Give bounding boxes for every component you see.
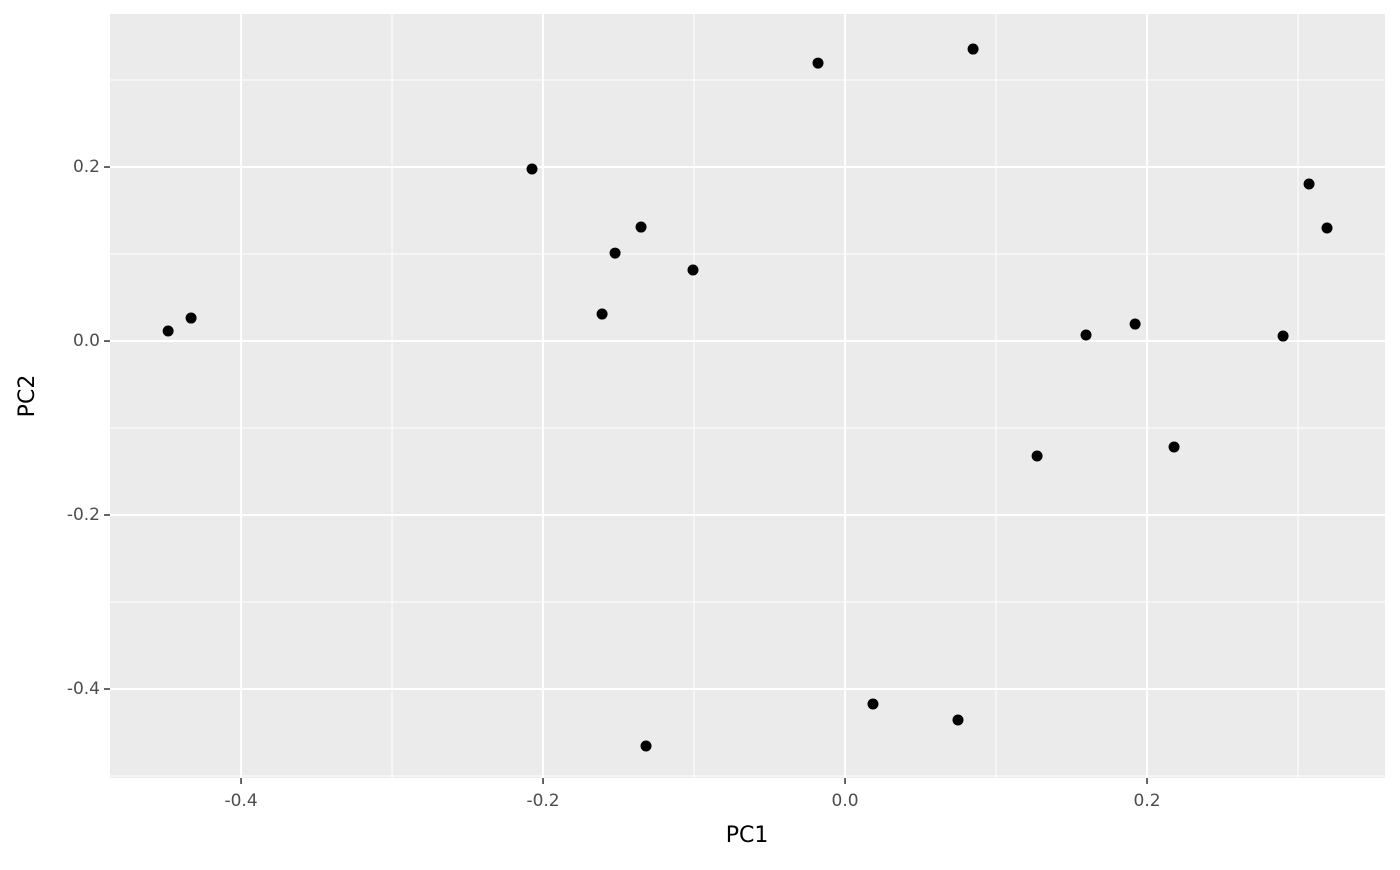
y-tick-label: -0.4 bbox=[67, 679, 100, 699]
point bbox=[967, 43, 979, 55]
x-tick-label: 0.2 bbox=[1134, 791, 1161, 811]
point bbox=[596, 308, 608, 320]
y-tick-label: 0.2 bbox=[73, 157, 100, 177]
grid bbox=[110, 14, 1385, 778]
point bbox=[635, 221, 647, 233]
point bbox=[867, 698, 879, 710]
x-tick-label: -0.4 bbox=[224, 791, 257, 811]
point bbox=[609, 247, 621, 259]
point bbox=[640, 740, 652, 752]
x-tick-label: -0.2 bbox=[526, 791, 559, 811]
point bbox=[1080, 329, 1092, 341]
point bbox=[1321, 222, 1333, 234]
point bbox=[1277, 330, 1289, 342]
y-tick-label: -0.2 bbox=[67, 505, 100, 525]
point bbox=[1303, 178, 1315, 190]
point bbox=[1168, 441, 1180, 453]
point bbox=[952, 714, 964, 726]
x-axis-title: PC1 bbox=[726, 823, 769, 848]
panel bbox=[110, 14, 1385, 778]
point bbox=[1129, 318, 1141, 330]
point bbox=[162, 325, 174, 337]
x-tick-label: 0.0 bbox=[832, 791, 859, 811]
point bbox=[526, 163, 538, 175]
y-axis-title: PC2 bbox=[15, 375, 40, 418]
point bbox=[687, 264, 699, 276]
point bbox=[185, 312, 197, 324]
points bbox=[162, 43, 1333, 752]
point bbox=[1031, 450, 1043, 462]
point bbox=[812, 57, 824, 69]
y-tick-label: 0.0 bbox=[73, 331, 100, 351]
